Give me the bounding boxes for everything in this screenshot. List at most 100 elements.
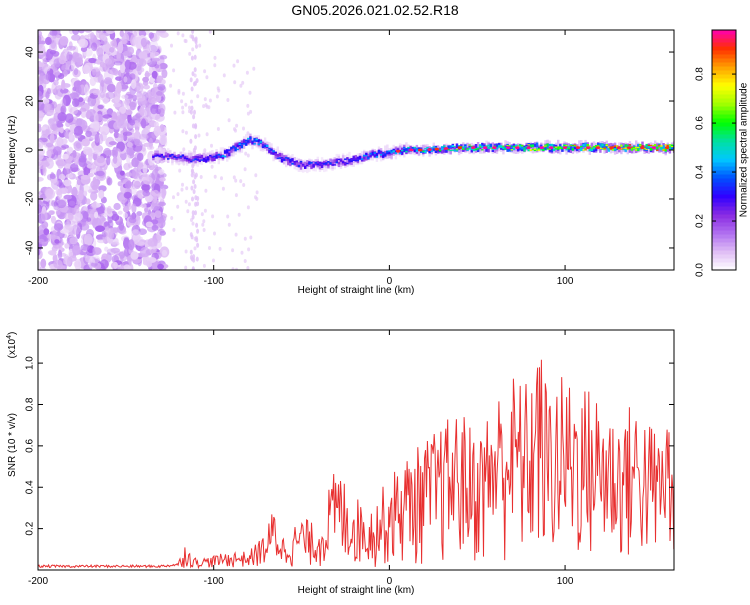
heatmap-cell — [73, 53, 83, 63]
heatmap-cell — [38, 109, 44, 122]
heatmap-cell — [365, 155, 368, 157]
heatmap-cell — [38, 199, 42, 205]
heatmap-cell — [544, 145, 547, 151]
heatmap-cell — [647, 144, 650, 146]
colorbar-tick-label: 0.2 — [695, 214, 706, 228]
heatmap-cell — [304, 166, 307, 168]
heatmap-cell — [58, 173, 66, 181]
heatmap-cell — [654, 144, 657, 147]
heatmap-cell — [213, 174, 217, 179]
heatmap-cell — [557, 146, 560, 150]
heatmap-cell — [316, 163, 319, 166]
heatmap-cell — [43, 228, 50, 236]
heatmap-cell — [660, 145, 663, 147]
colorbar-band — [712, 142, 736, 147]
heatmap-cell — [239, 83, 243, 88]
heatmap-cell — [373, 154, 376, 158]
heatmap-cell — [516, 147, 520, 152]
colorbar-band — [712, 70, 736, 75]
heatmap-cell — [96, 155, 105, 164]
heatmap-cell — [422, 150, 425, 153]
colorbar-band — [712, 110, 736, 115]
heatmap-cell — [483, 146, 488, 150]
heatmap-cell — [624, 147, 627, 149]
heatmap-cell — [559, 146, 562, 155]
heatmap-cell — [157, 30, 167, 34]
heatmap-cell — [198, 156, 201, 158]
heatmap-cell — [369, 152, 372, 155]
heatmap-cell — [506, 146, 511, 150]
heatmap-cell — [226, 149, 229, 153]
chart-title: GN05.2026.021.02.52.R18 — [291, 2, 459, 18]
colorbar-band — [712, 46, 736, 51]
heatmap-cell — [142, 164, 148, 174]
heatmap-cell — [645, 143, 648, 147]
heatmap-cell — [196, 156, 199, 159]
heatmap-cell — [318, 163, 322, 170]
heatmap-cell — [662, 149, 665, 151]
heatmap-cell — [148, 32, 154, 39]
heatmap-cell — [607, 146, 610, 148]
heatmap-cell — [350, 158, 353, 162]
heatmap-cell — [255, 138, 258, 142]
heatmap-cell — [403, 147, 406, 149]
snr-panel: -200 -100 0 100 0.2 0.4 0.6 0.8 1.0 Height of st… — [6, 329, 675, 596]
heatmap-cell — [301, 164, 305, 167]
y-tick-label: 0.4 — [25, 480, 36, 494]
snr-scale-label: (x104) — [6, 332, 18, 359]
heatmap-cell — [131, 203, 137, 213]
heatmap-cell — [394, 147, 398, 152]
heatmap-cell — [656, 146, 659, 150]
heatmap-cell — [246, 153, 250, 158]
heatmap-cell — [441, 149, 444, 154]
heatmap-cell — [234, 143, 237, 149]
heatmap-cell — [159, 177, 166, 182]
heatmap-cell — [299, 160, 303, 165]
heatmap-cell — [299, 164, 303, 170]
heatmap-cell — [373, 151, 376, 157]
heatmap-cell — [571, 143, 575, 149]
heatmap-cell — [571, 148, 575, 151]
heatmap-cell — [548, 148, 551, 150]
heatmap-cell — [200, 154, 204, 159]
heatmap-cell — [670, 146, 674, 150]
heatmap-cell — [137, 161, 144, 170]
heatmap-cell — [257, 139, 260, 143]
heatmap-cell — [188, 51, 192, 56]
heatmap-cell — [90, 254, 100, 264]
heatmap-cell — [561, 147, 564, 152]
heatmap-cell — [161, 79, 166, 85]
heatmap-cell — [519, 144, 522, 148]
heatmap-cell — [546, 148, 549, 150]
heatmap-cell — [592, 141, 596, 149]
heatmap-cell — [403, 149, 406, 153]
heatmap-cell — [91, 42, 98, 52]
heatmap-cell — [510, 145, 513, 148]
heatmap-cell — [344, 162, 347, 165]
heatmap-cell — [181, 105, 185, 110]
heatmap-cell — [189, 109, 193, 115]
heatmap-cell — [616, 145, 619, 147]
heatmap-cell — [176, 31, 180, 36]
heatmap-cell — [266, 145, 269, 147]
colorbar-band — [712, 122, 736, 127]
heatmap-cell — [664, 146, 670, 150]
x-tick-label: -100 — [204, 576, 224, 587]
heatmap-cell — [356, 159, 360, 162]
heatmap-cell — [392, 150, 395, 153]
heatmap-cell — [138, 30, 146, 35]
heatmap-cell — [295, 160, 298, 163]
heatmap-cell — [136, 94, 146, 102]
heatmap-cell — [331, 161, 334, 165]
heatmap-cell — [592, 147, 596, 152]
heatmap-cell — [146, 93, 151, 98]
heatmap-cell — [382, 152, 385, 154]
svg-text:(x104): (x104) — [6, 332, 18, 359]
heatmap-cell — [512, 143, 516, 147]
heatmap-cell — [61, 79, 66, 90]
colorbar-band — [712, 86, 736, 91]
heatmap-cell — [209, 155, 212, 159]
colorbar-band — [712, 118, 736, 123]
heatmap-cell — [182, 147, 186, 152]
heatmap-cell — [102, 147, 112, 159]
